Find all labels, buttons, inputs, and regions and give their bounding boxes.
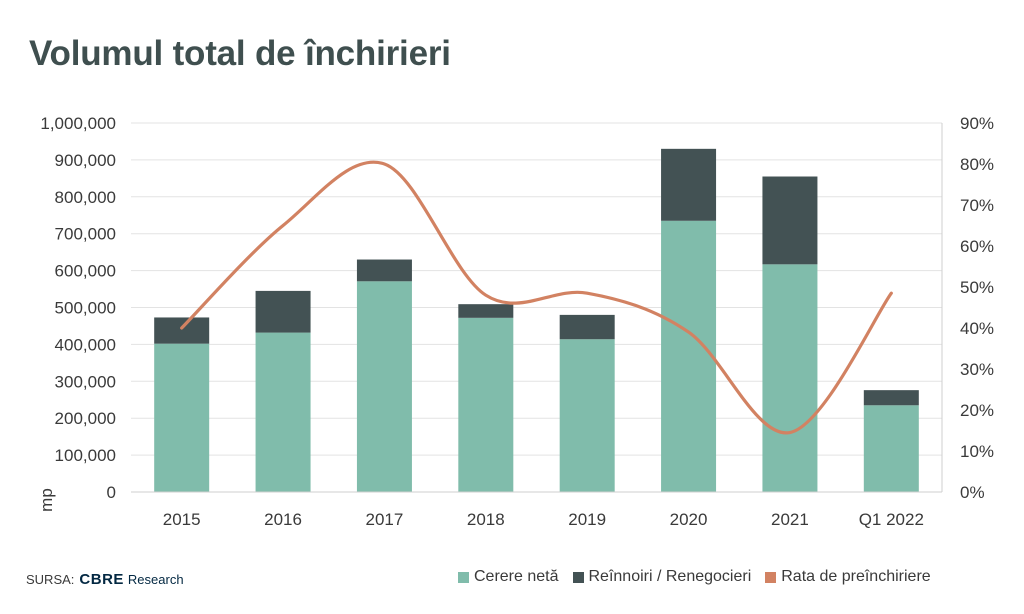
- y2-tick-label: 10%: [960, 442, 994, 461]
- y-tick-label: 1,000,000: [40, 114, 116, 133]
- y2-tick-label: 80%: [960, 155, 994, 174]
- bar-renew: [154, 317, 210, 344]
- legend-label-renew: Reînnoiri / Renegocieri: [588, 568, 752, 585]
- y-tick-label: 800,000: [55, 188, 116, 207]
- legend-item-rate: Rata de preînchiriere: [765, 568, 931, 586]
- bar-net: [255, 332, 311, 492]
- bar-renew: [559, 314, 615, 340]
- y2-tick-label: 90%: [960, 114, 994, 133]
- chart-title: Volumul total de închirieri: [29, 34, 451, 73]
- x-tick-label: 2016: [264, 510, 302, 529]
- legend-label-rate: Rata de preînchiriere: [781, 568, 931, 585]
- legend: Cerere netă Reînnoiri / Renegocieri Rata…: [458, 568, 945, 586]
- bar-net: [356, 281, 412, 492]
- bar-renew: [762, 176, 818, 265]
- legend-swatch-rate: [765, 571, 777, 583]
- y-tick-label: 700,000: [55, 225, 116, 244]
- y-tick-label: 500,000: [55, 299, 116, 318]
- rate-line: [180, 160, 893, 435]
- x-tick-label: 2020: [670, 510, 708, 529]
- y-tick-label: 0: [107, 483, 116, 502]
- y-tick-label: 300,000: [55, 372, 116, 391]
- bar-renew: [356, 259, 412, 282]
- legend-swatch-net: [458, 571, 469, 583]
- legend-item-renew: Reînnoiri / Renegocieri: [572, 568, 752, 586]
- x-tick-label: 2018: [467, 510, 505, 529]
- legend-label-net: Cerere netă: [474, 568, 559, 585]
- grid-lines: [131, 122, 942, 456]
- rate-line-group: [180, 160, 893, 435]
- y-tick-label: 600,000: [55, 262, 116, 281]
- y2-tick-label: 70%: [960, 196, 994, 215]
- bar-net: [863, 405, 919, 492]
- bar-net: [559, 339, 615, 492]
- bar-net: [762, 264, 818, 492]
- bar-net: [458, 317, 514, 492]
- tick-labels: 0 100,000 200,000 300,000 400,000 500,000 600,…: [37, 114, 994, 529]
- bar-renew: [661, 148, 717, 221]
- legend-swatch-renew: [572, 571, 584, 583]
- source-brand: CBRE: [79, 571, 124, 588]
- y2-tick-label: 60%: [960, 237, 994, 256]
- y-tick-label: 100,000: [55, 446, 116, 465]
- y2-tick-label: 50%: [960, 278, 994, 297]
- x-tick-label: 2021: [771, 510, 809, 529]
- x-tick-label: 2019: [568, 510, 606, 529]
- source-note: SURSA: CBRE Research: [26, 571, 184, 588]
- y-tick-label: 400,000: [55, 335, 116, 354]
- axes: [131, 123, 943, 493]
- bars: [154, 148, 919, 492]
- bar-renew: [863, 390, 919, 406]
- y2-tick-label: 40%: [960, 319, 994, 338]
- bar-renew: [255, 290, 311, 333]
- x-tick-label: 2017: [366, 510, 404, 529]
- bar-renew: [458, 304, 514, 318]
- y2-tick-label: 30%: [960, 360, 994, 379]
- x-tick-label: 2015: [163, 510, 201, 529]
- y-tick-label: 900,000: [55, 151, 116, 170]
- legend-item-net: Cerere netă: [458, 568, 559, 586]
- y-axis-title: mp: [37, 488, 56, 512]
- x-tick-label: Q1 2022: [859, 510, 924, 529]
- y2-tick-label: 20%: [960, 401, 994, 420]
- y-tick-label: 200,000: [55, 409, 116, 428]
- source-brand-suffix: Research: [127, 572, 184, 587]
- source-label: SURSA:: [26, 572, 75, 587]
- bar-net: [154, 343, 210, 492]
- bar-net: [661, 220, 717, 492]
- y2-tick-label: 0%: [960, 483, 985, 502]
